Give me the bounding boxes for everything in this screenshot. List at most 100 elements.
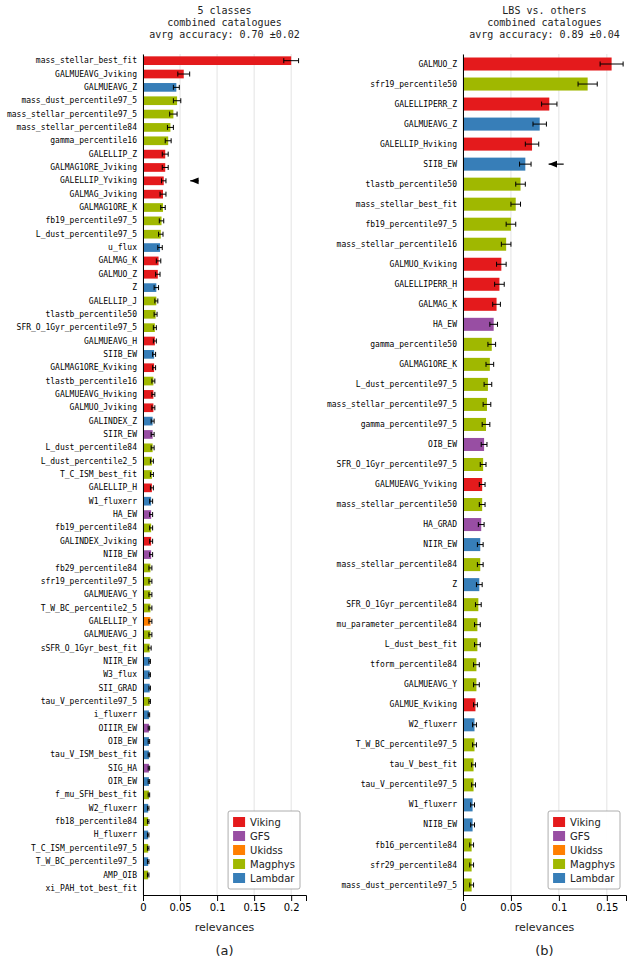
bar xyxy=(463,738,475,751)
y-tick-label: tau_V_percentile97_5 xyxy=(41,697,138,706)
y-tick: xi_PAH_tot_best_fit xyxy=(45,884,137,893)
bar xyxy=(143,243,160,252)
bar xyxy=(143,524,151,533)
bar xyxy=(148,791,149,800)
y-tick: OIR_EW xyxy=(108,777,137,786)
error-cap xyxy=(479,502,480,507)
error-bar xyxy=(161,205,165,210)
y-tick-label: T_W_BC_percentile2_5 xyxy=(41,604,138,613)
y-tick: L_dust_percentile2_5 xyxy=(41,457,138,466)
error-bar xyxy=(151,445,154,450)
y-tick: GALMAG_Jviking xyxy=(70,190,138,199)
y-tick: GALELLIP_Yviking xyxy=(60,176,137,185)
y-tick-label: GALMUO_Kviking xyxy=(390,260,458,269)
bar xyxy=(151,537,152,546)
error-bar xyxy=(471,802,475,807)
error-cap xyxy=(147,872,148,877)
legend-label: Viking xyxy=(250,817,281,828)
y-tick: fb19_percentile97_5 xyxy=(45,216,137,225)
x-tick-label: 0 xyxy=(460,902,466,913)
error-line xyxy=(159,234,163,235)
error-bar xyxy=(493,302,501,307)
error-bar xyxy=(149,605,152,610)
bar xyxy=(149,644,150,653)
error-bar xyxy=(162,178,166,183)
y-tick-label: GALMUO_Jviking xyxy=(70,403,138,412)
bar-series xyxy=(143,430,153,772)
bar xyxy=(151,510,152,519)
y-tick-label: GALMUEAVG_Jviking xyxy=(55,70,137,79)
error-cap xyxy=(497,322,498,327)
error-cap xyxy=(151,565,152,570)
y-tick-label: fb19_percentile97_5 xyxy=(365,220,457,229)
error-bar xyxy=(475,642,481,647)
x-axis: 00.050.10.15 xyxy=(460,895,626,913)
error-bar xyxy=(150,512,153,517)
y-tick: tlastb_percentile50 xyxy=(45,310,137,319)
legend-label: Magphys xyxy=(570,859,615,870)
error-cap xyxy=(162,152,163,157)
x-tick: 0.05 xyxy=(500,895,522,913)
y-tick-label: tlastb_percentile16 xyxy=(45,377,137,386)
title-line: LBS vs. others xyxy=(502,5,586,16)
bar xyxy=(143,697,150,706)
bar xyxy=(143,670,150,679)
error-bar xyxy=(481,442,487,447)
error-bar xyxy=(525,142,538,147)
error-cap xyxy=(147,806,148,811)
error-line xyxy=(173,87,179,88)
error-bar xyxy=(149,632,152,637)
y-tick-label: gamma_percentile16 xyxy=(50,136,137,145)
error-cap xyxy=(154,419,155,424)
y-tick-label: tau_V_best_fit xyxy=(390,760,458,769)
y-tick-label: W3_flux xyxy=(103,670,137,679)
error-cap xyxy=(520,202,521,207)
grid-line xyxy=(254,54,255,895)
x-tick: 0.2 xyxy=(284,895,300,913)
y-tick-label: OIIIR_EW xyxy=(98,724,137,733)
y-tick: HA_EW xyxy=(433,320,457,329)
y-tick-label: fb18_percentile84 xyxy=(55,817,137,826)
y-tick: OIB_EW xyxy=(428,440,457,449)
arrow xyxy=(190,180,198,181)
y-tick: gamma_percentile50 xyxy=(370,340,457,349)
y-tick: SIIR_EW xyxy=(103,430,137,439)
x-tick: 0.15 xyxy=(244,895,266,913)
error-line xyxy=(476,584,482,585)
error-cap xyxy=(476,722,477,727)
error-bar xyxy=(600,62,623,67)
error-line xyxy=(473,724,477,725)
bar-series xyxy=(143,96,177,879)
error-cap xyxy=(477,702,478,707)
bar xyxy=(143,217,162,226)
bar xyxy=(150,604,151,613)
error-cap xyxy=(484,522,485,527)
y-tick-label: Z xyxy=(452,580,457,589)
y-tick-label: GALELLIP_Yviking xyxy=(60,176,137,185)
error-cap xyxy=(152,365,153,370)
y-tick: GALINDEX_Z xyxy=(89,417,137,426)
y-tick-label: SFR_O_1Gyr_percentile97_5 xyxy=(337,460,458,469)
error-cap xyxy=(471,782,472,787)
error-cap xyxy=(474,822,475,827)
error-bar xyxy=(472,782,476,787)
error-bar xyxy=(147,872,148,877)
error-cap xyxy=(623,62,624,67)
x-tick-mark xyxy=(607,895,608,901)
error-line xyxy=(486,364,494,365)
bar xyxy=(143,537,151,546)
error-cap xyxy=(506,262,507,267)
bar xyxy=(153,403,154,412)
y-tick-label: OIB_EW xyxy=(428,440,457,449)
error-cap xyxy=(148,752,149,757)
bar-series xyxy=(463,78,588,892)
bar-series xyxy=(463,318,494,531)
error-cap xyxy=(151,419,152,424)
y-tick: GALMUEAVG_Jviking xyxy=(55,70,137,79)
error-cap xyxy=(154,432,155,437)
error-cap xyxy=(474,642,475,647)
error-bar xyxy=(149,659,150,664)
legend-label: Magphys xyxy=(250,859,295,870)
error-bar xyxy=(154,285,158,290)
legend-swatch xyxy=(553,831,565,841)
